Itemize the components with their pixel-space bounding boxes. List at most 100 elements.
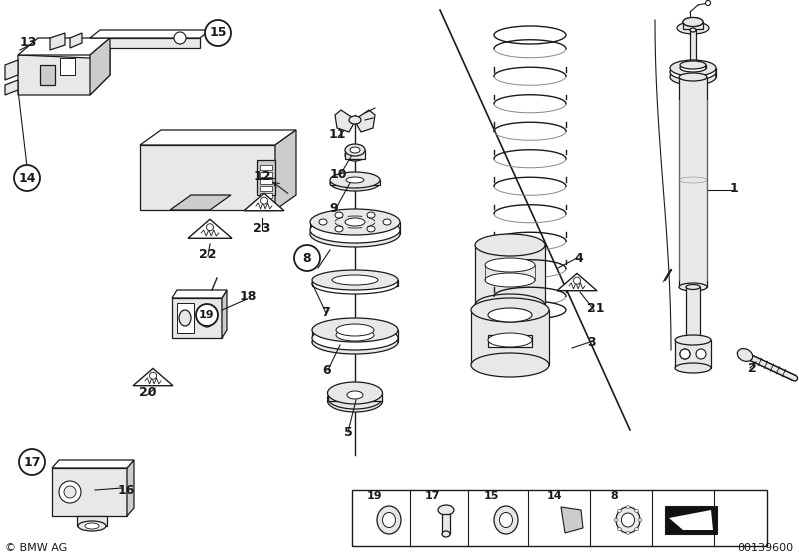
Text: 15: 15	[483, 491, 499, 501]
Text: 00139600: 00139600	[737, 543, 793, 553]
Bar	[345, 150, 365, 159]
Text: 2: 2	[748, 362, 757, 375]
Text: 23: 23	[253, 221, 271, 234]
Ellipse shape	[85, 523, 99, 529]
Bar	[683, 22, 703, 29]
Ellipse shape	[494, 506, 518, 534]
Text: 19: 19	[199, 310, 215, 320]
Polygon shape	[170, 195, 231, 210]
Circle shape	[149, 372, 157, 379]
Ellipse shape	[442, 531, 450, 537]
Polygon shape	[665, 506, 717, 534]
Text: 6: 6	[323, 363, 332, 377]
Bar	[670, 68, 716, 77]
Ellipse shape	[616, 507, 640, 533]
Polygon shape	[244, 193, 284, 211]
Text: 9: 9	[330, 201, 338, 215]
Ellipse shape	[680, 349, 690, 359]
Ellipse shape	[383, 219, 391, 225]
Ellipse shape	[614, 519, 618, 522]
Circle shape	[14, 165, 40, 191]
Polygon shape	[172, 290, 227, 298]
Bar	[488, 335, 532, 347]
Text: 19: 19	[366, 491, 382, 501]
Bar	[260, 165, 272, 170]
Ellipse shape	[328, 387, 383, 409]
Polygon shape	[335, 110, 353, 132]
Ellipse shape	[686, 285, 700, 290]
Bar	[352, 490, 767, 546]
Ellipse shape	[494, 26, 566, 44]
Polygon shape	[557, 273, 597, 291]
Circle shape	[696, 349, 706, 359]
Polygon shape	[50, 33, 65, 50]
Polygon shape	[357, 110, 375, 132]
Ellipse shape	[485, 273, 535, 287]
Text: 12: 12	[253, 169, 271, 182]
Ellipse shape	[488, 308, 532, 322]
Ellipse shape	[310, 217, 400, 243]
Text: 11: 11	[328, 129, 346, 141]
Circle shape	[196, 304, 218, 326]
Ellipse shape	[626, 505, 630, 509]
Circle shape	[174, 32, 186, 44]
Ellipse shape	[312, 318, 398, 342]
Ellipse shape	[367, 212, 375, 218]
Bar	[675, 340, 711, 368]
Ellipse shape	[618, 528, 622, 530]
Text: 10: 10	[329, 168, 347, 182]
Ellipse shape	[471, 298, 549, 322]
Polygon shape	[188, 219, 232, 238]
Ellipse shape	[332, 275, 378, 285]
Polygon shape	[90, 38, 200, 48]
Ellipse shape	[347, 391, 363, 399]
Ellipse shape	[475, 234, 545, 256]
Ellipse shape	[675, 335, 711, 345]
Text: © BMW AG: © BMW AG	[5, 543, 67, 553]
Ellipse shape	[383, 513, 396, 528]
Ellipse shape	[319, 219, 327, 225]
Text: 22: 22	[199, 248, 217, 260]
Circle shape	[706, 1, 710, 6]
Polygon shape	[52, 468, 127, 516]
Text: 4: 4	[574, 252, 583, 264]
Polygon shape	[561, 507, 583, 533]
Ellipse shape	[336, 329, 374, 341]
Ellipse shape	[677, 22, 709, 34]
Ellipse shape	[335, 212, 343, 218]
Circle shape	[294, 245, 320, 271]
Ellipse shape	[618, 509, 622, 512]
Polygon shape	[90, 38, 110, 95]
Ellipse shape	[680, 64, 706, 72]
Polygon shape	[77, 516, 107, 526]
Ellipse shape	[78, 521, 106, 531]
Bar	[680, 65, 706, 68]
Ellipse shape	[679, 73, 707, 81]
Ellipse shape	[638, 519, 642, 522]
Text: 13: 13	[19, 36, 37, 49]
Text: 8: 8	[303, 252, 312, 264]
Polygon shape	[40, 65, 55, 85]
Ellipse shape	[310, 209, 400, 235]
Ellipse shape	[328, 382, 383, 404]
Ellipse shape	[335, 226, 343, 232]
Polygon shape	[140, 145, 275, 210]
Ellipse shape	[310, 221, 400, 247]
Polygon shape	[5, 60, 18, 80]
Ellipse shape	[200, 309, 214, 327]
Ellipse shape	[438, 505, 454, 515]
Circle shape	[19, 449, 45, 475]
Bar	[260, 186, 272, 191]
Text: 14: 14	[18, 172, 36, 184]
Ellipse shape	[179, 310, 191, 326]
Ellipse shape	[634, 528, 638, 530]
Polygon shape	[90, 30, 210, 38]
Ellipse shape	[670, 64, 716, 80]
Circle shape	[680, 349, 690, 359]
Ellipse shape	[312, 330, 398, 354]
Ellipse shape	[622, 513, 634, 527]
Ellipse shape	[488, 333, 532, 347]
Bar	[471, 310, 549, 365]
Text: 5: 5	[344, 425, 352, 438]
Ellipse shape	[345, 144, 365, 156]
